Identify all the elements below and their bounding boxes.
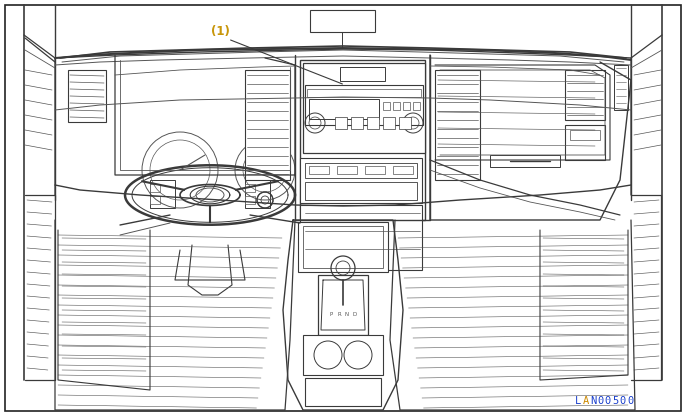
Bar [310,10,375,32]
Bar [245,180,270,208]
Bar [300,205,422,270]
Bar [365,166,385,174]
Text: A: A [582,396,589,406]
Text: P: P [329,312,333,317]
Bar [245,70,290,180]
Bar [245,196,255,204]
Bar [68,70,106,122]
Bar [351,117,363,129]
Bar [150,196,160,204]
Bar [367,117,379,129]
Text: 0: 0 [598,396,604,406]
Bar [413,102,420,110]
Bar [245,184,255,192]
Bar [335,117,347,129]
Bar [393,102,400,110]
Bar [307,89,421,97]
Bar [383,117,395,129]
Bar [305,163,417,178]
Bar [614,65,628,110]
Text: L: L [575,396,581,406]
Bar [305,378,381,406]
Text: N: N [345,312,349,317]
Bar [318,275,368,335]
Bar [403,102,410,110]
Bar [383,102,390,110]
Bar [309,99,379,119]
Text: 5: 5 [613,396,619,406]
Bar [300,60,425,220]
Bar [150,184,160,192]
Bar [309,166,329,174]
Bar [305,182,417,200]
Bar [340,67,385,81]
Bar [305,85,423,125]
Bar [435,70,480,180]
Bar [565,70,605,120]
Bar [570,130,600,140]
Bar [337,166,357,174]
Text: 0: 0 [605,396,611,406]
Bar [150,180,175,208]
Bar [298,222,388,272]
Text: D: D [353,312,357,317]
Bar [303,63,425,153]
Text: 0: 0 [620,396,626,406]
Bar [393,166,413,174]
Bar [303,226,383,268]
Text: (1): (1) [211,25,229,37]
Bar [490,155,560,167]
Bar [303,335,383,375]
Text: R: R [337,312,341,317]
Bar [399,117,411,129]
Text: 0: 0 [628,396,634,406]
Text: N: N [590,396,596,406]
Bar [565,125,605,160]
Bar [300,158,422,203]
